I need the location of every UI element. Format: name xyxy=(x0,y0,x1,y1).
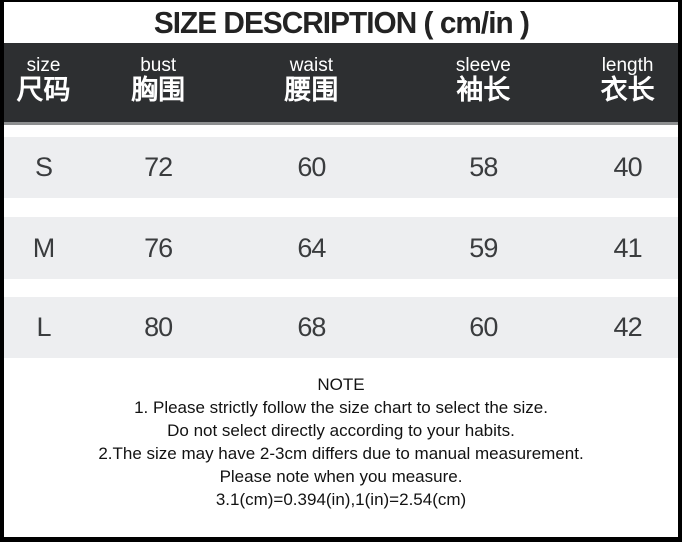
row-gap xyxy=(4,198,678,217)
column-header-waist-zh: 腰围 xyxy=(284,74,339,105)
cell-sleeve-m: 59 xyxy=(469,232,498,263)
cell-length-m: 41 xyxy=(613,232,643,263)
note-section: NOTE 1. Please strictly follow the size … xyxy=(4,373,678,511)
section-gap xyxy=(4,358,678,373)
cell-size-s: S xyxy=(35,152,53,182)
row-gap xyxy=(4,125,678,137)
note-line-5: 3.1(cm)=0.394(in),1(in)=2.54(cm) xyxy=(215,490,467,509)
column-header-length-en: length xyxy=(601,54,654,76)
column-header-waist: waist 腰围 xyxy=(233,56,389,110)
table-row-s: S 72 60 58 40 xyxy=(4,137,678,198)
note-heading: NOTE xyxy=(317,375,365,394)
cell-size-l: L xyxy=(36,312,52,342)
note-line-3: 2.The size may have 2-3cm differs due to… xyxy=(98,444,584,463)
column-header-size-zh: 尺码 xyxy=(16,74,71,105)
cell-sleeve-s: 58 xyxy=(469,152,498,182)
row-gap xyxy=(4,279,678,297)
column-header-bust-en: bust xyxy=(140,54,177,76)
table-row-l: L 80 68 60 42 xyxy=(4,297,678,358)
cell-bust-l: 80 xyxy=(144,312,173,342)
note-line-2: Do not select directly according to your… xyxy=(167,421,515,440)
cell-waist-m: 64 xyxy=(297,232,326,263)
column-header-waist-en: waist xyxy=(289,54,333,76)
note-line-4: Please note when you measure. xyxy=(219,467,463,486)
column-header-sleeve-en: sleeve xyxy=(455,54,511,76)
cell-bust-s: 72 xyxy=(144,152,173,182)
cell-length-l: 42 xyxy=(613,312,643,342)
table-row-m: M 76 64 59 41 xyxy=(4,217,678,279)
column-header-sleeve: sleeve 袖长 xyxy=(389,56,577,110)
column-header-sleeve-zh: 袖长 xyxy=(456,74,511,105)
column-header-length-zh: 衣长 xyxy=(600,74,655,105)
cell-size-m: M xyxy=(32,232,56,263)
page-title: SIZE DESCRIPTION ( cm/in ) xyxy=(153,4,529,40)
table-header-row: size 尺码 bust 胸围 waist 腰围 sleeve 袖长 lengt… xyxy=(4,43,678,125)
cell-sleeve-l: 60 xyxy=(469,312,498,342)
note-line-1: 1. Please strictly follow the size chart… xyxy=(134,398,548,417)
cell-waist-l: 68 xyxy=(297,312,326,342)
column-header-length: length 衣长 xyxy=(577,56,678,110)
column-header-bust-zh: 胸围 xyxy=(131,74,186,105)
cell-waist-s: 60 xyxy=(297,152,326,182)
title-bar: SIZE DESCRIPTION ( cm/in ) xyxy=(4,2,678,43)
column-header-size: size 尺码 xyxy=(4,56,83,110)
column-header-size-en: size xyxy=(26,54,61,76)
column-header-bust: bust 胸围 xyxy=(83,56,233,110)
cell-length-s: 40 xyxy=(613,152,643,182)
cell-bust-m: 76 xyxy=(144,232,173,263)
